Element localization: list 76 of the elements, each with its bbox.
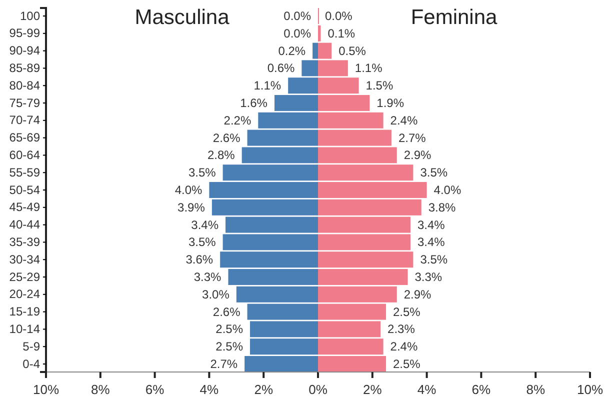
y-tick-label: 95-99: [9, 26, 40, 40]
data-label: 2.7%: [398, 130, 426, 145]
data-label: 2.9%: [404, 148, 432, 162]
data-label: 3.5%: [420, 252, 448, 267]
data-label: 2.9%: [404, 287, 432, 302]
data-label: 1.1%: [254, 78, 282, 93]
y-tick-label: 45-49: [9, 200, 40, 214]
data-label: 3.3%: [194, 270, 222, 284]
data-label: 3.9%: [178, 200, 206, 214]
y-tick-label: 20-24: [9, 287, 40, 302]
x-tick-label: 6%: [472, 382, 492, 397]
data-label: 2.6%: [212, 130, 241, 145]
x-tick-label: 10%: [576, 382, 604, 397]
data-label: 3.0%: [202, 287, 230, 302]
y-tick-label: 35-39: [9, 235, 40, 250]
y-tick-label: 10-14: [9, 322, 40, 336]
data-label: 2.5%: [216, 340, 244, 354]
x-tick-label: 8%: [91, 382, 110, 397]
data-label: 2.6%: [212, 304, 241, 319]
y-tick-label: 55-59: [9, 165, 40, 180]
y-tick-label: 85-89: [9, 61, 40, 76]
x-tick-label: 2%: [363, 382, 382, 397]
y-tick-label: 30-34: [9, 252, 40, 266]
data-label: 3.3%: [414, 270, 442, 284]
data-label: 2.4%: [390, 340, 418, 354]
y-tick-label: 80-84: [9, 78, 40, 92]
data-label: 2.5%: [393, 304, 421, 319]
x-tick-label: 8%: [526, 382, 546, 397]
data-label: 2.8%: [207, 148, 236, 162]
data-label: 0.0%: [284, 9, 312, 24]
y-tick-label: 40-44: [9, 218, 40, 232]
data-label: 0.1%: [328, 26, 356, 40]
data-label: 3.4%: [417, 235, 446, 250]
data-label: 4.0%: [434, 183, 462, 197]
data-label: 2.2%: [224, 113, 252, 128]
data-label: 1.5%: [366, 78, 394, 93]
chart-title: Feminina: [410, 6, 498, 29]
data-label: 4.0%: [174, 183, 203, 197]
data-label: 2.3%: [388, 322, 416, 336]
data-label: 0.5%: [338, 44, 366, 58]
y-tick-label: 50-54: [9, 182, 40, 197]
x-tick-label: 4%: [200, 382, 220, 397]
data-label: 0.6%: [267, 61, 295, 76]
x-tick-label: 4%: [417, 382, 437, 397]
data-label: 2.5%: [393, 356, 421, 371]
y-tick-label: 60-64: [9, 148, 40, 162]
x-tick-label: 10%: [32, 382, 60, 397]
data-label: 3.5%: [188, 166, 216, 180]
x-tick-label: 2%: [254, 382, 274, 397]
y-tick-label: 25-29: [9, 270, 40, 284]
y-tick-label: 70-74: [9, 113, 40, 128]
data-label: 1.1%: [354, 61, 383, 76]
data-label: 2.5%: [216, 322, 244, 336]
x-tick-label: 6%: [145, 382, 165, 397]
y-tick-label: 75-79: [9, 96, 40, 110]
data-label: 3.6%: [186, 252, 214, 267]
data-label: 3.5%: [188, 235, 216, 250]
y-tick-label: 15-19: [9, 304, 40, 319]
data-label: 1.9%: [376, 96, 404, 110]
data-label: 0.0%: [325, 9, 353, 24]
data-label: 2.7%: [210, 356, 238, 371]
y-tick-label: 90-94: [9, 44, 40, 58]
data-label: 3.4%: [417, 218, 446, 232]
data-label: 3.8%: [428, 200, 456, 214]
y-tick-label: 0-4: [22, 356, 40, 371]
data-label: 2.4%: [390, 113, 418, 128]
data-label: 0.2%: [278, 44, 306, 58]
data-label: 3.5%: [420, 166, 448, 180]
data-label: 1.6%: [240, 96, 268, 110]
data-label: 3.4%: [191, 218, 219, 232]
x-tick-label: 0%: [308, 382, 328, 397]
y-tick-label: 5-9: [22, 339, 40, 354]
data-label: 0.0%: [284, 26, 312, 40]
y-tick-label: 65-69: [9, 130, 40, 145]
y-tick-label: 100: [20, 8, 40, 23]
chart-title: Masculina: [134, 6, 230, 29]
